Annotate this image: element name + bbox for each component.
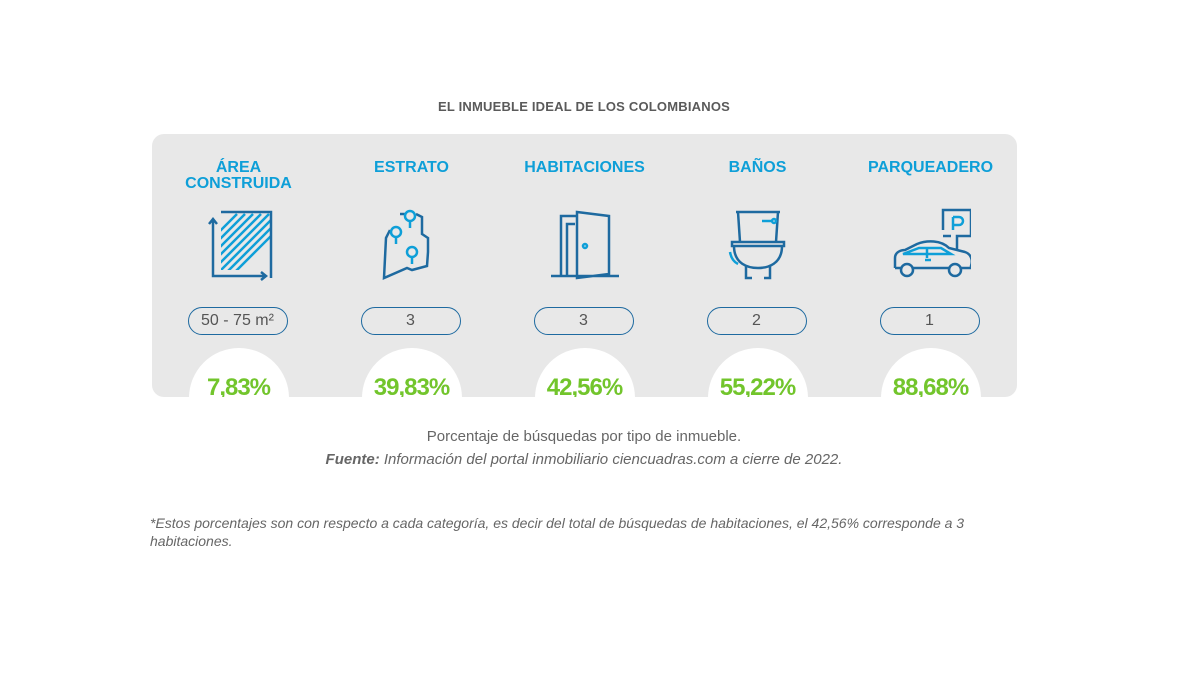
category-heading: ESTRATO [374, 159, 449, 176]
category-estrato: ESTRATO 3 39,83% [325, 134, 498, 397]
percent-value: 39,83% [373, 374, 450, 397]
source-line: Fuente: Información del portal inmobilia… [284, 451, 884, 468]
category-habitaciones: HABITACIONES 3 42,56% [498, 134, 671, 397]
category-banos: BAÑOS 2 55,22% [671, 134, 844, 397]
source-text: Información del portal inmobiliario cien… [379, 451, 843, 468]
category-area: ÁREA CONSTRUIDA 50 - 75 m² 7,83% [152, 134, 325, 397]
category-parqueadero: PARQUEADERO 1 88,68% [844, 134, 1017, 397]
value-pill: 50 - 75 m² [187, 307, 288, 335]
category-heading: HABITACIONES [524, 159, 645, 176]
category-heading: PARQUEADERO [867, 159, 994, 176]
car-parking-icon [893, 208, 971, 278]
value-pill: 3 [533, 307, 634, 335]
source-label: Fuente: [325, 451, 380, 468]
value-pill: 3 [360, 307, 461, 335]
percent-value: 7,83% [206, 374, 271, 397]
category-heading: ÁREA CONSTRUIDA [185, 159, 292, 192]
category-heading: BAÑOS [728, 159, 787, 176]
percent-value: 88,68% [892, 374, 969, 397]
percent-value: 55,22% [719, 374, 796, 397]
door-icon [550, 210, 619, 280]
area-icon [207, 210, 272, 281]
infographic-title: EL INMUEBLE IDEAL DE LOS COLOMBIANOS [437, 99, 730, 114]
caption: Porcentaje de búsquedas por tipo de inmu… [426, 428, 742, 445]
summary-panel: ÁREA CONSTRUIDA 50 - 75 m² 7,83% ESTRATO… [152, 134, 1017, 397]
map-pins-icon [382, 209, 429, 280]
percent-value: 42,56% [546, 374, 623, 397]
value-pill: 2 [706, 307, 807, 335]
value-pill: 1 [879, 307, 980, 335]
toilet-icon [728, 210, 785, 280]
footnote: *Estos porcentajes son con respecto a ca… [150, 515, 965, 549]
